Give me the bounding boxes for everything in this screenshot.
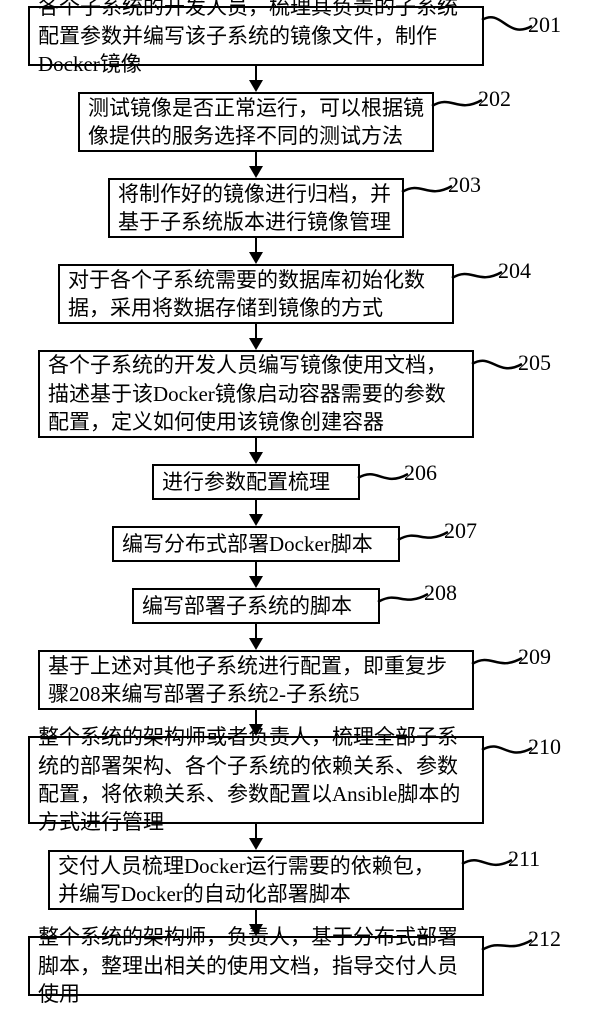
step-text-212: 整个系统的架构师，负责人，基于分布式部署脚本，整理出相关的使用文档，指导交付人员… — [38, 923, 474, 1008]
step-text-202: 测试镜像是否正常运行，可以根据镜像提供的服务选择不同的测试方法 — [88, 94, 424, 151]
step-text-205: 各个子系统的开发人员编写镜像使用文档，描述基于该Docker镜像启动容器需要的参… — [48, 351, 464, 436]
arrow-head-204 — [249, 338, 263, 350]
step-label-206: 206 — [404, 460, 437, 486]
step-box-210: 整个系统的架构师或者负责人，梳理全部子系统的部署架构、各个子系统的依赖关系、参数… — [28, 736, 484, 824]
arrow-head-206 — [249, 514, 263, 526]
connector-curve-205 — [472, 352, 522, 392]
connector-curve-208 — [378, 582, 428, 622]
step-label-211: 211 — [508, 846, 540, 872]
step-box-207: 编写分布式部署Docker脚本 — [112, 526, 400, 562]
step-label-205: 205 — [518, 350, 551, 376]
step-label-212: 212 — [528, 926, 561, 952]
connector-curve-206 — [358, 462, 408, 502]
arrow-head-203 — [249, 252, 263, 264]
connector-curve-204 — [452, 260, 502, 300]
step-box-206: 进行参数配置梳理 — [152, 464, 360, 500]
step-text-210: 整个系统的架构师或者负责人，梳理全部子系统的部署架构、各个子系统的依赖关系、参数… — [38, 723, 474, 836]
step-label-204: 204 — [498, 258, 531, 284]
connector-curve-211 — [462, 848, 512, 888]
step-text-207: 编写分布式部署Docker脚本 — [122, 530, 390, 558]
step-box-211: 交付人员梳理Docker运行需要的依赖包，并编写Docker的自动化部署脚本 — [48, 850, 464, 910]
step-text-203: 将制作好的镜像进行归档，并基于子系统版本进行镜像管理 — [118, 180, 394, 237]
step-box-209: 基于上述对其他子系统进行配置，即重复步骤208来编写部署子系统2-子系统5 — [38, 650, 474, 710]
arrow-head-210 — [249, 838, 263, 850]
arrow-head-208 — [249, 638, 263, 650]
step-box-201: 各个子系统的开发人员，梳理其负责的子系统配置参数并编写该子系统的镜像文件，制作D… — [28, 6, 484, 66]
connector-curve-203 — [402, 174, 452, 214]
step-box-212: 整个系统的架构师，负责人，基于分布式部署脚本，整理出相关的使用文档，指导交付人员… — [28, 936, 484, 996]
step-label-209: 209 — [518, 644, 551, 670]
step-text-206: 进行参数配置梳理 — [162, 468, 350, 496]
arrow-head-205 — [249, 452, 263, 464]
step-box-202: 测试镜像是否正常运行，可以根据镜像提供的服务选择不同的测试方法 — [78, 92, 434, 152]
connector-curve-212 — [482, 928, 532, 968]
flowchart-canvas: 各个子系统的开发人员，梳理其负责的子系统配置参数并编写该子系统的镜像文件，制作D… — [0, 0, 601, 1000]
step-label-210: 210 — [528, 734, 561, 760]
step-label-201: 201 — [528, 12, 561, 38]
step-text-209: 基于上述对其他子系统进行配置，即重复步骤208来编写部署子系统2-子系统5 — [48, 652, 464, 709]
step-text-208: 编写部署子系统的脚本 — [142, 592, 370, 620]
step-text-204: 对于各个子系统需要的数据库初始化数据，采用将数据存储到镜像的方式 — [68, 266, 444, 323]
arrow-head-201 — [249, 80, 263, 92]
step-box-205: 各个子系统的开发人员编写镜像使用文档，描述基于该Docker镜像启动容器需要的参… — [38, 350, 474, 438]
arrow-head-202 — [249, 166, 263, 178]
connector-curve-207 — [398, 520, 448, 560]
connector-curve-210 — [482, 736, 532, 776]
step-box-204: 对于各个子系统需要的数据库初始化数据，采用将数据存储到镜像的方式 — [58, 264, 454, 324]
step-label-207: 207 — [444, 518, 477, 544]
connector-curve-201 — [482, 10, 532, 50]
step-box-208: 编写部署子系统的脚本 — [132, 588, 380, 624]
arrow-head-207 — [249, 576, 263, 588]
connector-curve-209 — [472, 646, 522, 686]
connector-curve-202 — [432, 88, 482, 128]
step-text-211: 交付人员梳理Docker运行需要的依赖包，并编写Docker的自动化部署脚本 — [58, 852, 454, 909]
step-box-203: 将制作好的镜像进行归档，并基于子系统版本进行镜像管理 — [108, 178, 404, 238]
step-label-202: 202 — [478, 86, 511, 112]
step-label-208: 208 — [424, 580, 457, 606]
step-label-203: 203 — [448, 172, 481, 198]
